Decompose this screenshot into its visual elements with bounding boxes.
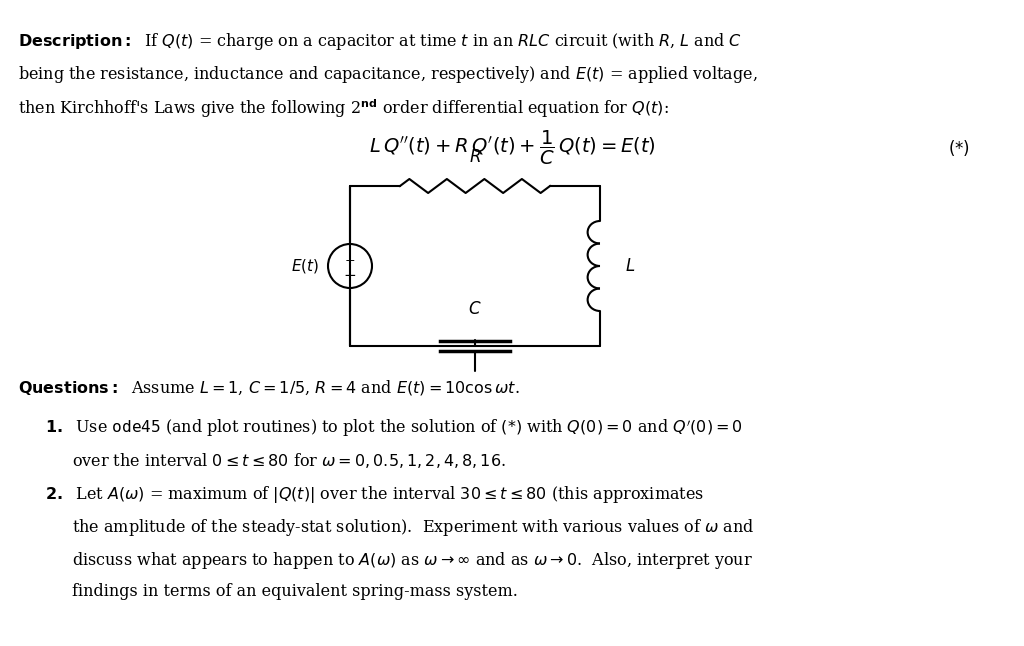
Text: $\mathbf{Description:}$  If $Q(t)$ = charge on a capacitor at time $t$ in an $RL: $\mathbf{Description:}$ If $Q(t)$ = char… [18,31,742,52]
Text: $\mathbf{1.}$  Use $\mathtt{ode45}$ (and plot routines) to plot the solution of : $\mathbf{1.}$ Use $\mathtt{ode45}$ (and … [45,418,743,439]
Text: $\mathbf{Questions:}$  Assume $L = 1$, $C = 1/5$, $R = 4$ and $E(t) = 10\cos\ome: $\mathbf{Questions:}$ Assume $L = 1$, $C… [18,378,520,397]
Text: findings in terms of an equivalent spring-mass system.: findings in terms of an equivalent sprin… [72,583,518,600]
Text: $L\,Q''(t) + R\,Q'(t) + \dfrac{1}{C}\,Q(t) = E(t)$: $L\,Q''(t) + R\,Q'(t) + \dfrac{1}{C}\,Q(… [369,129,655,167]
Text: then Kirchhoff's Laws give the following 2$^{\mathbf{nd}}$ order differential eq: then Kirchhoff's Laws give the following… [18,97,669,120]
Text: $L$: $L$ [625,258,635,275]
Text: $E(t)$: $E(t)$ [291,257,319,275]
Text: being the resistance, inductance and capacitance, respectively) and $E(t)$ = app: being the resistance, inductance and cap… [18,64,758,85]
Text: $-$: $-$ [343,266,356,280]
Text: discuss what appears to happen to $A(\omega)$ as $\omega \to \infty$ and as $\om: discuss what appears to happen to $A(\om… [72,550,753,571]
Text: $(*)$: $(*)$ [948,138,970,158]
Text: $C$: $C$ [468,301,481,318]
Text: over the interval $0 \leq t \leq 80$ for $\omega = 0, 0.5, 1, 2, 4, 8, 16$.: over the interval $0 \leq t \leq 80$ for… [72,451,506,470]
Text: $\mathbf{2.}$  Let $A(\omega)$ = maximum of $|Q(t)|$ over the interval $30 \leq : $\mathbf{2.}$ Let $A(\omega)$ = maximum … [45,484,705,505]
Text: $+$: $+$ [344,253,355,267]
Text: the amplitude of the steady-stat solution).  Experiment with various values of $: the amplitude of the steady-stat solutio… [72,517,755,538]
Text: $R$: $R$ [469,149,481,166]
